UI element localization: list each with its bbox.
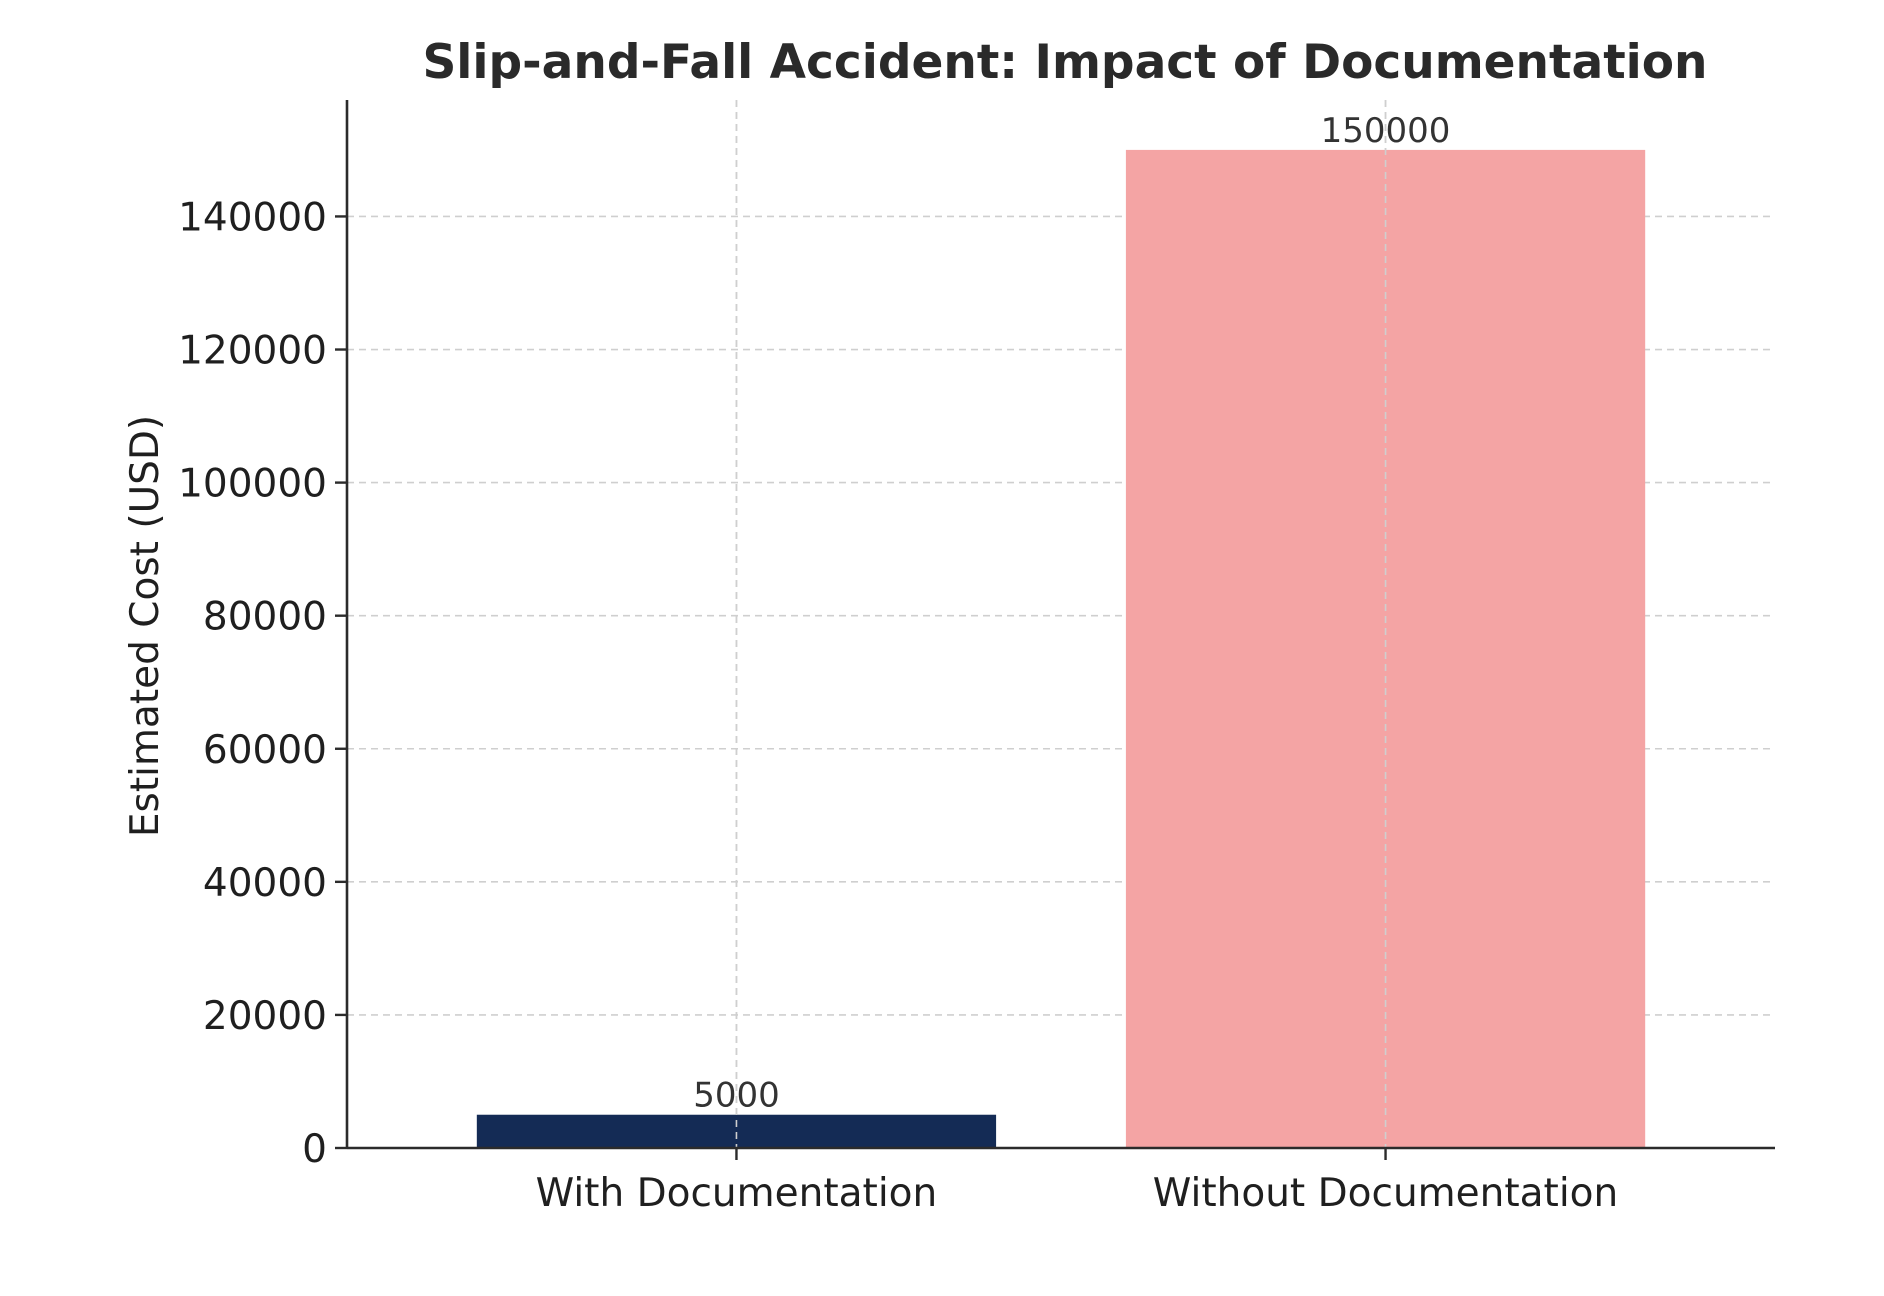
bar-1 bbox=[476, 1114, 997, 1148]
y-tick-label: 80000 bbox=[203, 595, 327, 640]
y-tick-label: 100000 bbox=[178, 462, 327, 507]
chart-title: Slip-and-Fall Accident: Impact of Docume… bbox=[422, 35, 1707, 90]
y-tick-label: 20000 bbox=[203, 994, 327, 1039]
x-tick-label: With Documentation bbox=[536, 1171, 938, 1216]
bar-data-label: 5000 bbox=[693, 1076, 780, 1116]
bars bbox=[476, 100, 1646, 1148]
bar-data-label: 150000 bbox=[1321, 111, 1451, 151]
y-tick-label: 140000 bbox=[178, 195, 327, 240]
x-tick-label: Without Documentation bbox=[1153, 1171, 1618, 1216]
y-tick-label: 60000 bbox=[203, 728, 327, 773]
tick-and-data-labels: 0 20000 40000 60000 80000 100000 120000 140000 W… bbox=[178, 111, 1618, 1216]
axes bbox=[335, 100, 1775, 1160]
y-axis-label: Estimated Cost (USD) bbox=[123, 415, 168, 837]
y-tick-label: 40000 bbox=[203, 861, 327, 906]
y-tick-label: 0 bbox=[302, 1127, 327, 1172]
y-tick-label: 120000 bbox=[178, 329, 327, 374]
bar-2 bbox=[1125, 149, 1646, 1148]
